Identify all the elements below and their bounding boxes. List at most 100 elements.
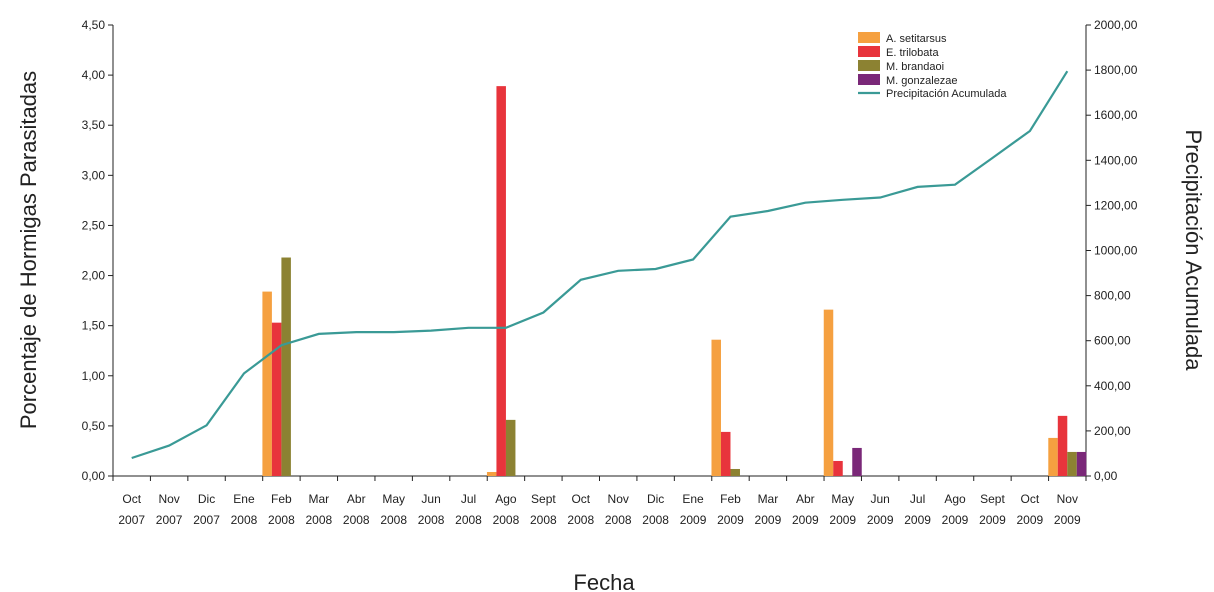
x-tick-label-year: 2008 [455, 513, 482, 527]
bar [711, 339, 721, 476]
x-tick-label-year: 2009 [1017, 513, 1044, 527]
bar [486, 471, 497, 476]
y-tick-label: 1,50 [82, 319, 106, 333]
x-tick-label-year: 2008 [305, 513, 332, 527]
x-axis-title: Fecha [573, 570, 635, 592]
x-tick-label-year: 2009 [904, 513, 931, 527]
x-tick-label-month: Sept [980, 492, 1005, 506]
x-tick-label-year: 2008 [418, 513, 445, 527]
x-tick-label-year: 2008 [343, 513, 370, 527]
legend: A. setitarsus E. trilobata M. brandaoi M. g… [858, 32, 1007, 100]
y-axis-title: Porcentaje de Hormigas Parasitadas [16, 71, 41, 429]
x-tick-label-month: Nov [608, 492, 629, 506]
bar [833, 460, 843, 476]
legend-label: M. gonzalezae [886, 75, 958, 87]
y2-tick-label: 1600,00 [1094, 108, 1138, 122]
legend-label: M. brandaoi [886, 61, 944, 73]
y2-tick-label: 2000,00 [1094, 18, 1138, 32]
x-tick-label-month: Nov [158, 492, 179, 506]
axes: 0,00 0,50 1,00 1,50 2,00 2,50 3,00 3,50 4,00 4,50… [82, 18, 1138, 527]
x-tick-label-month: Jul [910, 492, 925, 506]
x-tick-label-month: Oct [122, 492, 141, 506]
bar [1057, 415, 1068, 476]
x-tick-label-year: 2008 [530, 513, 557, 527]
x-tick-label-month: Mar [308, 492, 329, 506]
y2-tick-label: 800,00 [1094, 289, 1131, 303]
series-line [131, 70, 1069, 460]
bar [730, 468, 740, 476]
precipitation-line [131, 70, 1069, 460]
x-tick-label-year: 2009 [717, 513, 744, 527]
x-tick-label-month: Dic [647, 492, 664, 506]
x-tick-label-year: 2009 [829, 513, 856, 527]
y-tick-label: 1,00 [82, 369, 106, 383]
x-tick-label-year: 2008 [231, 513, 258, 527]
x-tick-label-month: Oct [571, 492, 590, 506]
x-tick-label-month: Ene [682, 492, 704, 506]
bar [262, 291, 272, 476]
y-tick-label: 4,50 [82, 18, 106, 32]
bar [823, 309, 834, 476]
x-tick-label-month: Nov [1057, 492, 1078, 506]
y2-tick-label: 1800,00 [1094, 63, 1138, 77]
y-tick-label: 0,00 [82, 469, 106, 483]
x-tick-label-year: 2008 [567, 513, 594, 527]
bar [1076, 451, 1087, 476]
legend-label: A. setitarsus [886, 33, 947, 45]
x-tick-label-year: 2009 [792, 513, 819, 527]
y2-axis-title: Precipitación Acumulada [1181, 130, 1206, 372]
x-tick-label-year: 2009 [1054, 513, 1081, 527]
x-tick-label-year: 2009 [680, 513, 707, 527]
y2-tick-label: 1200,00 [1094, 198, 1138, 212]
x-tick-label-month: Jun [870, 492, 889, 506]
x-tick-label-year: 2007 [193, 513, 220, 527]
bar [281, 257, 291, 476]
y2-tick-label: 200,00 [1094, 424, 1131, 438]
x-tick-label-year: 2009 [942, 513, 969, 527]
legend-label: Precipitación Acumulada [886, 88, 1007, 100]
legend-swatch [858, 74, 880, 85]
y-tick-label: 0,50 [82, 419, 106, 433]
x-tick-label-year: 2008 [268, 513, 295, 527]
x-tick-label-year: 2009 [755, 513, 782, 527]
x-tick-label-year: 2008 [493, 513, 520, 527]
x-tick-label-month: Jun [421, 492, 440, 506]
bar [1067, 451, 1077, 476]
y-tick-label: 2,50 [82, 218, 106, 232]
x-tick-label-year: 2008 [380, 513, 407, 527]
y2-tick-label: 1000,00 [1094, 244, 1138, 258]
x-tick-label-month: Abr [347, 492, 366, 506]
x-tick-label-month: Jul [461, 492, 476, 506]
x-tick-label-year: 2008 [605, 513, 632, 527]
legend-swatch [858, 60, 880, 71]
x-tick-label-month: Dic [198, 492, 215, 506]
y-tick-label: 2,00 [82, 269, 106, 283]
bars [262, 86, 1087, 476]
x-tick-label-month: Feb [271, 492, 292, 506]
y2-tick-label: 400,00 [1094, 379, 1131, 393]
bar [505, 419, 516, 476]
y2-tick-label: 600,00 [1094, 334, 1131, 348]
y-tick-label: 4,00 [82, 68, 106, 82]
x-tick-label-month: Mar [758, 492, 779, 506]
bar [271, 322, 282, 476]
x-tick-label-month: Ene [233, 492, 255, 506]
legend-label: E. trilobata [886, 47, 939, 59]
x-tick-label-month: Feb [720, 492, 741, 506]
x-tick-label-year: 2007 [156, 513, 183, 527]
x-tick-label-month: Ago [944, 492, 966, 506]
x-tick-label-year: 2009 [979, 513, 1006, 527]
x-tick-label-month: Ago [495, 492, 517, 506]
y-tick-label: 3,50 [82, 118, 106, 132]
bar [852, 447, 862, 476]
x-tick-label-year: 2007 [118, 513, 145, 527]
x-tick-label-year: 2008 [642, 513, 669, 527]
legend-swatch [858, 46, 880, 57]
bar [1048, 437, 1058, 476]
x-tick-label-month: May [831, 492, 854, 506]
x-tick-label-year: 2009 [867, 513, 894, 527]
x-tick-label-month: Abr [796, 492, 815, 506]
y2-tick-label: 1400,00 [1094, 153, 1138, 167]
legend-swatch [858, 32, 880, 43]
